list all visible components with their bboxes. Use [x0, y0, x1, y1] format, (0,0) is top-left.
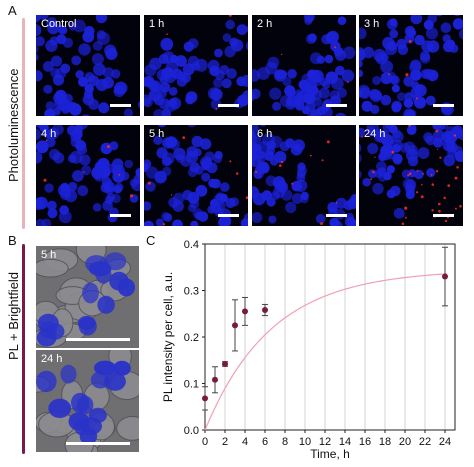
- micrograph-tile: 2 h: [252, 15, 356, 116]
- panel-a-letter: A: [8, 3, 17, 18]
- x-tick-label: 12: [319, 436, 331, 448]
- marker: [222, 360, 228, 367]
- micrograph-tile: 3 h: [359, 15, 463, 116]
- cell-nuclei-image: [144, 125, 248, 226]
- micrograph-tile: 1 h: [144, 15, 248, 116]
- micrograph-tile: 24 h: [359, 125, 463, 226]
- brightfield-cells-image: [36, 246, 139, 348]
- marker: [232, 322, 238, 329]
- panel-a-side-bar: [22, 18, 25, 229]
- scale-bar: [326, 104, 347, 107]
- x-tick-label: 6: [262, 436, 268, 448]
- tile-time-label: 4 h: [41, 128, 57, 140]
- scale-bar: [433, 214, 454, 217]
- y-axis-title: PL intensity per cell, a.u.: [161, 272, 175, 402]
- scale-bar: [110, 104, 131, 107]
- cell-nuclei-image: [359, 15, 463, 116]
- x-tick-label: 0: [202, 436, 208, 448]
- micrograph-tile: 4 h: [36, 125, 140, 226]
- scale-bar: [66, 442, 130, 445]
- marker: [262, 307, 268, 314]
- tile-time-label: 24 h: [364, 128, 386, 140]
- marker: [442, 273, 448, 280]
- x-tick-label: 22: [419, 436, 431, 448]
- x-tick-label: 8: [282, 436, 288, 448]
- cell-nuclei-image: [359, 125, 463, 226]
- data-point: [262, 303, 268, 317]
- plot-frame: [204, 243, 456, 431]
- x-tick-label: 20: [399, 436, 411, 448]
- x-tick-label: 2: [222, 436, 228, 448]
- cell-nuclei-image: [252, 15, 356, 116]
- y-tick-label: 0.3: [184, 286, 199, 298]
- micrograph-tile: 5 h: [144, 125, 248, 226]
- tile-time-label: 5 h: [41, 249, 57, 261]
- y-tick-label: 0.2: [184, 332, 199, 344]
- tile-time-label: 5 h: [149, 128, 165, 140]
- micrograph-tile: 6 h: [252, 125, 356, 226]
- panel-b-side-bar: [22, 244, 25, 454]
- marker: [202, 395, 208, 402]
- data-point: [232, 299, 238, 352]
- scale-bar: [218, 104, 239, 107]
- marker: [212, 376, 218, 383]
- tile-time-label: 1 h: [149, 18, 165, 30]
- merged-micrograph-tile: 5 h: [36, 246, 139, 348]
- x-tick-label: 24: [439, 436, 451, 448]
- merged-micrograph-tile: 24 h: [36, 350, 139, 452]
- tile-time-label: 24 h: [41, 353, 63, 365]
- data-point: [442, 246, 448, 307]
- x-tick-label: 16: [359, 436, 371, 448]
- x-axis-title: Time, h: [310, 447, 350, 461]
- tile-time-label: 2 h: [257, 18, 273, 30]
- cell-nuclei-image: [144, 15, 248, 116]
- y-tick-label: 0.1: [184, 379, 199, 391]
- data-point: [242, 296, 248, 326]
- tile-time-label: Control: [41, 18, 77, 30]
- x-tick-label: 10: [299, 436, 311, 448]
- cell-nuclei-image: [36, 15, 140, 116]
- tile-time-label: 3 h: [364, 18, 380, 30]
- micrograph-tile: Control: [36, 15, 140, 116]
- fit-curve: [204, 273, 448, 431]
- y-tick-label: 0.0: [184, 425, 199, 437]
- scale-bar: [218, 214, 239, 217]
- brightfield-cells-image: [36, 350, 139, 452]
- x-tick-label: 14: [339, 436, 351, 448]
- scale-bar: [110, 214, 131, 217]
- panel-c-letter: C: [146, 233, 156, 248]
- cell-nuclei-image: [252, 125, 356, 226]
- cell-nuclei-image: [36, 125, 140, 226]
- x-tick-label: 4: [242, 436, 248, 448]
- scale-bar: [326, 214, 347, 217]
- panel-b-letter: B: [8, 233, 17, 248]
- data-point: [222, 360, 228, 367]
- x-tick-label: 18: [379, 436, 391, 448]
- data-point: [202, 386, 208, 411]
- tile-time-label: 6 h: [257, 128, 273, 140]
- scale-bar: [433, 104, 454, 107]
- scale-bar: [66, 338, 130, 341]
- marker: [242, 308, 248, 315]
- data-point: [212, 366, 218, 394]
- y-tick-label: 0.4: [184, 239, 199, 251]
